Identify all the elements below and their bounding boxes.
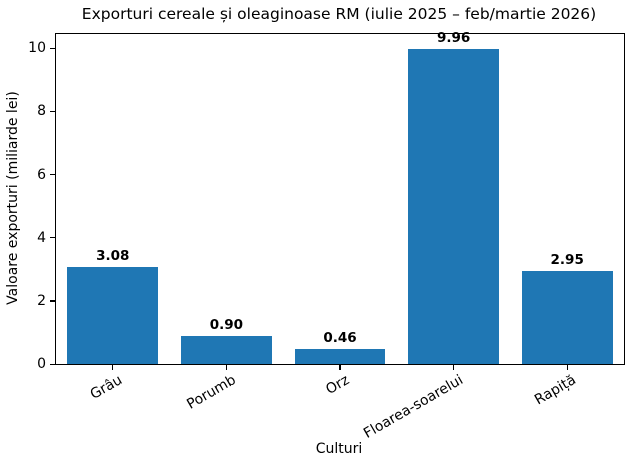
bar bbox=[67, 266, 159, 364]
y-tick-label: 4 bbox=[37, 229, 46, 246]
y-tick-label: 6 bbox=[37, 166, 46, 183]
x-tick-label: Orz bbox=[323, 372, 352, 398]
x-tick-label: Grâu bbox=[87, 372, 125, 403]
y-tick bbox=[50, 110, 56, 113]
y-axis-label: Valoare exporturi (miliarde lei) bbox=[5, 91, 21, 305]
bar bbox=[408, 49, 500, 364]
y-tick bbox=[50, 47, 56, 49]
plot-area: 0 2 4 6 8 10 3.08 Grâu 0.90 Porumb 0.46 Orz 9.96 Floa… bbox=[28, 30, 625, 442]
x-tick-label: Rapiță bbox=[532, 372, 580, 409]
bar-value-label: 3.08 bbox=[96, 247, 130, 264]
x-tick-label: Floarea-soarelui bbox=[360, 372, 466, 442]
bar-value-label: 9.96 bbox=[436, 30, 471, 47]
y-tick-label: 0 bbox=[37, 356, 46, 372]
x-tick bbox=[453, 364, 455, 370]
y-tick bbox=[50, 237, 56, 239]
y-tick bbox=[50, 363, 56, 365]
x-tick bbox=[112, 364, 114, 370]
y-tick bbox=[50, 174, 56, 176]
x-tick-label: Porumb bbox=[183, 372, 239, 413]
bar-value-label: 0.46 bbox=[323, 330, 357, 347]
bar bbox=[521, 270, 613, 364]
x-tick bbox=[339, 364, 341, 370]
bar-value-label: 0.90 bbox=[209, 316, 244, 333]
bar-value-label: 2.95 bbox=[550, 251, 584, 268]
bar bbox=[294, 349, 386, 364]
x-tick bbox=[566, 364, 568, 370]
x-tick bbox=[225, 364, 227, 370]
chart-title: Exporturi cereale și oleaginoase RM (iul… bbox=[81, 5, 597, 23]
y-tick bbox=[50, 300, 56, 302]
y-tick-label: 2 bbox=[37, 292, 46, 309]
y-tick-label: 8 bbox=[37, 103, 46, 120]
y-tick-label: 10 bbox=[28, 40, 46, 57]
bar bbox=[180, 335, 272, 364]
x-axis-label: Culturi bbox=[315, 441, 363, 457]
